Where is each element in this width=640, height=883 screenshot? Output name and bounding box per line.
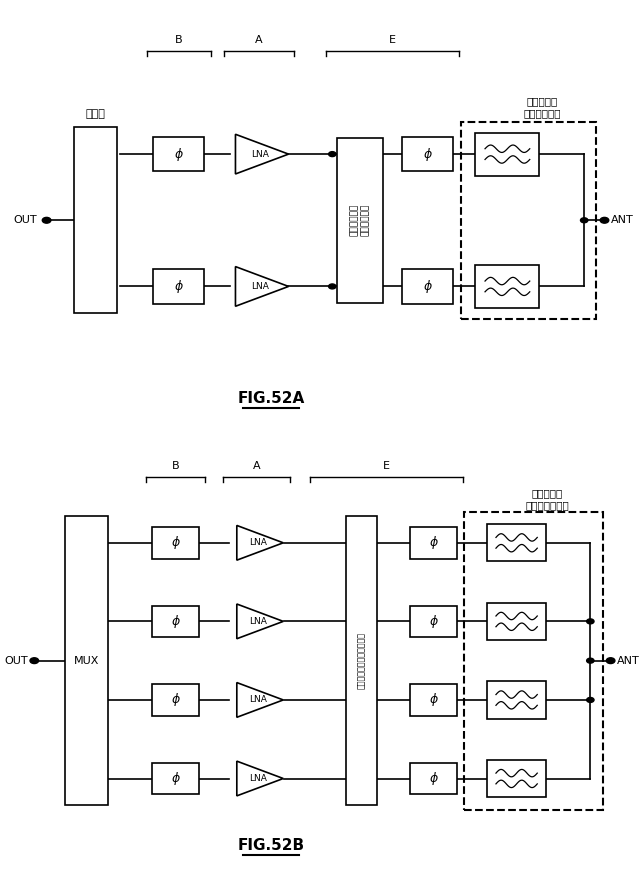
Text: $\phi$: $\phi$ — [422, 278, 433, 295]
Text: ANT: ANT — [611, 215, 634, 225]
FancyBboxPatch shape — [152, 606, 199, 638]
Circle shape — [328, 152, 336, 156]
FancyBboxPatch shape — [487, 603, 546, 640]
Text: フィルタ／
ダイプレクサ: フィルタ／ ダイプレクサ — [524, 96, 561, 117]
Text: LNA: LNA — [250, 774, 268, 783]
Text: A: A — [255, 35, 263, 45]
Circle shape — [328, 284, 336, 289]
Polygon shape — [237, 525, 284, 560]
Text: FIG.52A: FIG.52A — [237, 391, 305, 406]
FancyBboxPatch shape — [487, 760, 546, 797]
Text: ANT: ANT — [617, 656, 639, 666]
Text: LNA: LNA — [250, 696, 268, 705]
Text: LNA: LNA — [252, 149, 269, 159]
FancyBboxPatch shape — [476, 265, 540, 308]
FancyBboxPatch shape — [153, 137, 205, 171]
FancyBboxPatch shape — [153, 269, 205, 304]
FancyBboxPatch shape — [152, 763, 199, 794]
Circle shape — [587, 698, 594, 702]
FancyBboxPatch shape — [476, 132, 540, 176]
Polygon shape — [236, 267, 289, 306]
Circle shape — [580, 218, 588, 223]
Circle shape — [587, 658, 594, 663]
Text: A: A — [253, 461, 260, 472]
Text: LNA: LNA — [250, 539, 268, 547]
Text: LNA: LNA — [252, 282, 269, 291]
Polygon shape — [237, 604, 284, 638]
FancyBboxPatch shape — [152, 527, 199, 559]
FancyBboxPatch shape — [410, 763, 457, 794]
FancyBboxPatch shape — [410, 684, 457, 715]
Text: 結合器: 結合器 — [86, 109, 106, 119]
Circle shape — [587, 619, 594, 624]
Text: FIG.52B: FIG.52B — [237, 838, 305, 853]
Text: $\phi$: $\phi$ — [429, 613, 438, 630]
FancyBboxPatch shape — [487, 682, 546, 719]
Text: B: B — [172, 461, 179, 472]
FancyBboxPatch shape — [487, 525, 546, 562]
FancyBboxPatch shape — [461, 122, 596, 319]
Text: $\phi$: $\phi$ — [171, 770, 180, 787]
FancyBboxPatch shape — [65, 516, 108, 805]
Circle shape — [30, 658, 38, 663]
Text: スイッチングネットワーク: スイッチングネットワーク — [357, 632, 366, 689]
FancyBboxPatch shape — [465, 512, 603, 810]
Text: フィルタ／
マルチプレクサ: フィルタ／ マルチプレクサ — [525, 488, 569, 509]
FancyBboxPatch shape — [152, 684, 199, 715]
Circle shape — [606, 658, 615, 663]
Polygon shape — [237, 683, 284, 717]
FancyBboxPatch shape — [402, 137, 453, 171]
FancyBboxPatch shape — [337, 138, 383, 303]
Text: E: E — [383, 461, 390, 472]
FancyBboxPatch shape — [410, 606, 457, 638]
Text: $\phi$: $\phi$ — [174, 278, 184, 295]
Polygon shape — [236, 134, 289, 174]
Text: $\phi$: $\phi$ — [429, 770, 438, 787]
Text: $\phi$: $\phi$ — [171, 613, 180, 630]
FancyBboxPatch shape — [402, 269, 453, 304]
Polygon shape — [237, 761, 284, 796]
Text: B: B — [175, 35, 182, 45]
Text: スイッチング
ネットワーク: スイッチング ネットワーク — [350, 204, 370, 237]
Text: OUT: OUT — [4, 656, 28, 666]
FancyBboxPatch shape — [74, 127, 117, 313]
FancyBboxPatch shape — [410, 527, 457, 559]
Text: $\phi$: $\phi$ — [422, 146, 433, 162]
Text: MUX: MUX — [74, 656, 99, 666]
Text: OUT: OUT — [13, 215, 37, 225]
Circle shape — [600, 217, 609, 223]
Text: $\phi$: $\phi$ — [171, 691, 180, 708]
FancyBboxPatch shape — [346, 516, 377, 805]
Text: $\phi$: $\phi$ — [429, 534, 438, 551]
Text: LNA: LNA — [250, 617, 268, 626]
Text: $\phi$: $\phi$ — [429, 691, 438, 708]
Text: E: E — [389, 35, 396, 45]
Text: $\phi$: $\phi$ — [174, 146, 184, 162]
Text: $\phi$: $\phi$ — [171, 534, 180, 551]
Circle shape — [42, 217, 51, 223]
